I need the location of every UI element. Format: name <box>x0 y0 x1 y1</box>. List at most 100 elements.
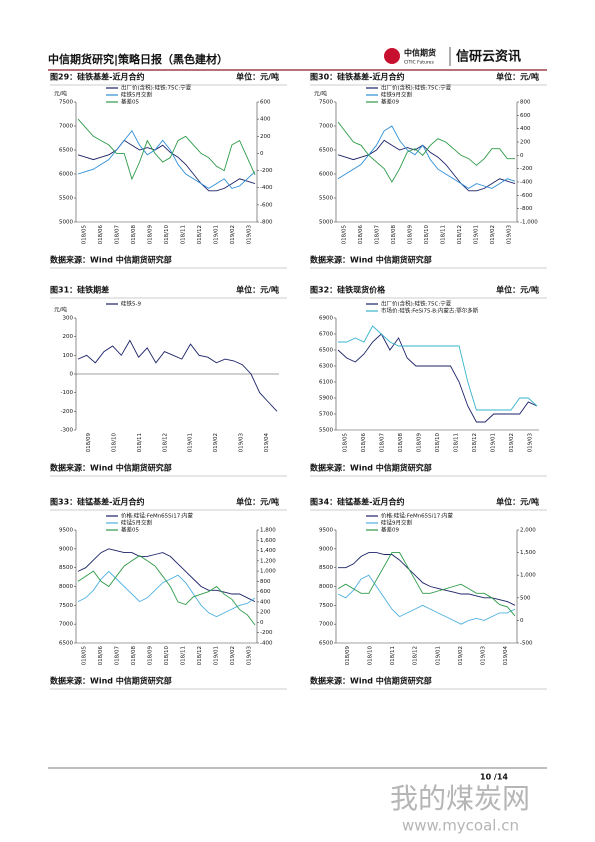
x-tick-label: 018/07 <box>115 646 121 666</box>
y2-tick-label: 500 <box>520 595 531 601</box>
series-line <box>77 548 256 603</box>
x-tick-label: 019/02 <box>509 433 515 452</box>
series-line <box>337 139 516 192</box>
x-tick-label: 018/10 <box>112 433 118 453</box>
y-tick-label: 5700 <box>319 412 333 418</box>
y2-tick-label: -200 <box>520 166 533 172</box>
x-tick-label: 019/02 <box>230 646 236 665</box>
y-tick-label: 9500 <box>59 528 73 534</box>
x-tick-label: 018/09 <box>86 433 92 453</box>
legend-label: 出厂价(含税):硅铁:75C:宁夏 <box>381 84 452 92</box>
series-line <box>77 129 256 189</box>
x-tick-label: 019/01 <box>213 646 219 665</box>
y-tick-label: 9000 <box>319 546 333 552</box>
page-number: 10 /14 <box>480 773 508 782</box>
x-tick-label: 019/01 <box>490 433 496 452</box>
y2-tick-label: 0 <box>260 620 264 626</box>
y2-tick-label: -200 <box>260 630 273 636</box>
y2-tick-label: 200 <box>520 140 531 146</box>
x-tick-label: 019/03 <box>246 225 252 245</box>
figure-source: 数据来源：Wind 中信期货研究部 <box>310 463 432 473</box>
y2-tick-label: -400 <box>520 180 533 186</box>
x-tick-label: 018/07 <box>375 225 381 245</box>
y2-tick-label: 600 <box>260 589 271 595</box>
y-tick-label: 7500 <box>319 603 333 609</box>
y-tick-label: 6100 <box>319 380 333 386</box>
y-tick-label: 8500 <box>319 565 333 571</box>
y-tick-label: 6500 <box>59 641 73 647</box>
x-tick-label: 018/09 <box>345 646 351 666</box>
y2-tick-label: 1,200 <box>260 558 276 564</box>
series-line <box>338 552 516 606</box>
y-tick-label: 0 <box>70 372 74 378</box>
y-tick-label: -300 <box>61 428 74 434</box>
x-tick-label: 018/12 <box>197 225 203 244</box>
x-tick-label: 019/04 <box>264 433 270 453</box>
y2-tick-label: 600 <box>260 100 271 106</box>
x-tick-label: 019/01 <box>188 433 194 452</box>
x-tick-label: 019/03 <box>506 225 512 245</box>
y2-tick-label: 0 <box>520 153 524 159</box>
y2-tick-label: 200 <box>260 610 271 616</box>
x-tick-label: 018/10 <box>435 433 441 453</box>
y-tick-label: 5500 <box>319 428 333 434</box>
y2-tick-label: 400 <box>260 599 271 605</box>
series-line <box>77 555 256 626</box>
figure-source: 数据来源：Wind 中信期货研究部 <box>50 676 172 686</box>
x-tick-label: 018/12 <box>197 646 203 665</box>
x-tick-label: 018/05 <box>343 433 349 453</box>
y2-tick-label: 0 <box>260 151 264 157</box>
y2-tick-label: -1,000 <box>520 220 538 226</box>
y-tick-label: 7500 <box>59 603 73 609</box>
legend-label: 硅铁9月交割 <box>381 91 412 99</box>
x-tick-label: 018/05 <box>82 225 88 245</box>
y-tick-label: 9500 <box>319 528 333 534</box>
y2-tick-label: 2,000 <box>520 528 536 534</box>
y2-tick-label: 600 <box>520 113 531 119</box>
series-line <box>77 118 256 181</box>
x-tick-label: 018/08 <box>391 225 397 245</box>
x-tick-label: 019/01 <box>473 225 479 244</box>
x-tick-label: 018/10 <box>164 225 170 245</box>
legend-label: 硅锰5月交割 <box>121 519 152 527</box>
y-axis-label: 元/吨 <box>54 306 67 314</box>
figure-title: 图33：硅锰基差-近月合约 <box>50 497 144 507</box>
legend-label: 硅铁5月交割 <box>121 91 152 99</box>
y2-tick-label: -600 <box>520 193 533 199</box>
series-line <box>337 121 515 183</box>
x-tick-label: 019/01 <box>213 225 219 244</box>
x-tick-label: 018/08 <box>398 433 404 453</box>
x-tick-label: 018/05 <box>82 646 88 666</box>
logo-icon <box>384 48 400 64</box>
figure-title: 图34：硅锰基差-近月合约 <box>310 497 404 507</box>
y-tick-label: 6500 <box>319 348 333 354</box>
x-tick-label: 018/09 <box>148 646 154 666</box>
logo-cn: 中信期货 <box>404 48 436 58</box>
x-tick-label: 018/12 <box>457 225 463 244</box>
x-tick-label: 018/09 <box>148 225 154 245</box>
y2-tick-label: -800 <box>260 220 273 226</box>
x-tick-label: 018/09 <box>417 433 423 453</box>
legend-label: 出厂价(含税):硅铁:75C:宁夏 <box>381 300 452 308</box>
y-tick-label: 300 <box>63 316 74 322</box>
legend-label: 基差05 <box>121 98 139 106</box>
figure-title: 图30：硅铁基差-近月合约 <box>310 72 404 82</box>
x-tick-label: 018/06 <box>98 646 104 666</box>
legend-label: 市场价:硅铁:FeSi75-B:内蒙古:鄂尔多斯 <box>381 307 479 315</box>
figure-unit: 单位：元/吨 <box>496 72 539 82</box>
figure-title: 图32：硅铁现货价格 <box>310 285 386 295</box>
x-tick-label: 019/03 <box>246 646 252 666</box>
x-tick-label: 019/02 <box>230 225 236 244</box>
y2-tick-label: 1,800 <box>260 528 276 534</box>
y-tick-label: 100 <box>63 353 74 359</box>
y2-tick-label: 400 <box>260 117 271 123</box>
x-tick-label: 019/04 <box>503 646 509 666</box>
y-tick-label: 9000 <box>59 546 73 552</box>
series-line <box>337 574 516 625</box>
y2-tick-label: 800 <box>520 100 531 106</box>
series-line <box>77 139 256 192</box>
x-tick-label: 018/10 <box>424 225 430 245</box>
y-tick-label: 5000 <box>319 220 333 226</box>
x-tick-label: 018/11 <box>137 433 143 452</box>
